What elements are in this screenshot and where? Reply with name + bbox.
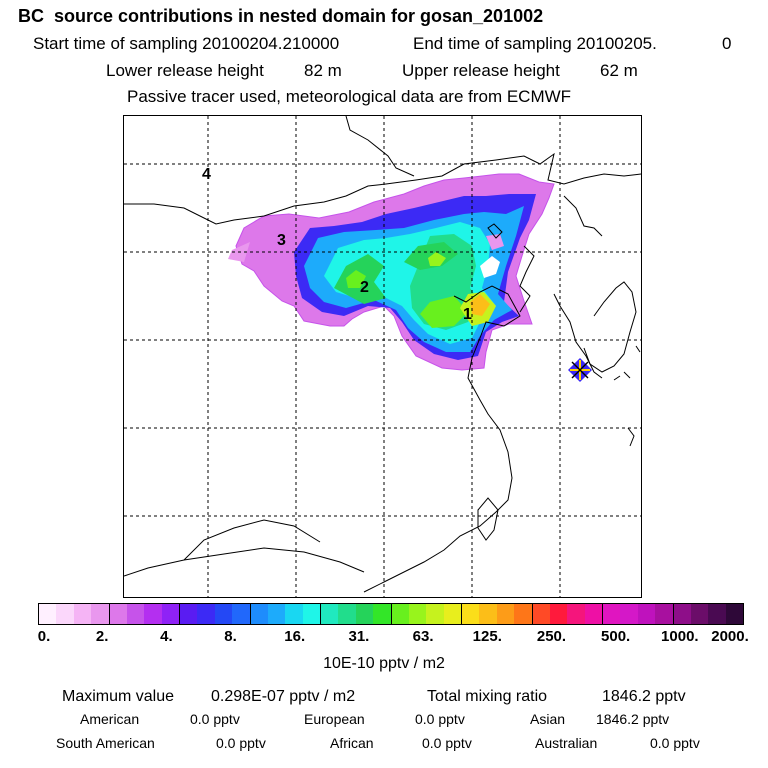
region-value: 0.0 pptv [650,735,700,751]
region-name: Asian [530,711,566,727]
upper-release-value: 62 m [600,61,638,80]
region-value: 0.0 pptv [190,711,240,727]
color-scale-tick-label: 2. [95,628,109,645]
color-scale-segment [637,604,656,624]
cluster-label-4: 4 [202,166,211,183]
color-scale-segment [91,604,109,624]
map-canvas: 1 2 3 4 [124,116,641,597]
color-scale-segment [708,604,726,624]
color-scale-tick-label: 63. [412,628,434,645]
color-scale-segment [602,604,621,624]
color-scale-segment [567,604,585,624]
color-scale-segment [390,604,409,624]
color-scale-tick-label: 500. [601,628,631,645]
color-scale-tick-label: 0. [37,628,51,645]
end-time-label: End time of sampling 20100205. [413,34,657,53]
color-scale-bar [38,603,744,625]
color-scale-segment [302,604,320,624]
receptor-marker [568,358,592,382]
region-name: European [304,711,365,727]
color-scale-tick-label: 2000. [711,628,749,645]
color-scale-segment [426,604,444,624]
color-scale-segment [144,604,162,624]
color-scale-segment [655,604,673,624]
total-mixing-value: 1846.2 pptv [602,688,686,705]
color-scale-segment [514,604,532,624]
color-scale-segment [73,604,92,624]
lower-release-value: 82 m [304,61,342,80]
color-scale-segment [161,604,179,624]
color-scale-segment [249,604,268,624]
color-scale-segment [725,604,743,624]
region-name: American [80,711,140,727]
map-title: BC source contributions in nested domain… [18,6,544,26]
color-scale-segment [267,604,286,624]
cluster-label-1: 1 [463,306,472,323]
color-scale-segment [232,604,250,624]
region-value: 0.0 pptv [422,735,472,751]
region-name: South American [56,735,155,751]
color-scale-segment [549,604,568,624]
coastlines [124,116,641,593]
lat-lon-grid [124,116,641,597]
color-scale-segment [672,604,691,624]
color-scale-tick-label: 1000. [661,628,699,645]
color-scale-segment [690,604,709,624]
color-scale-segment [496,604,515,624]
color-scale-tick-label: 250. [536,628,567,645]
upper-release-label: Upper release height [402,61,560,80]
cluster-label-2: 2 [360,279,369,296]
tracer-note: Passive tracer used, meteorological data… [127,87,572,106]
color-scale-segment [584,604,602,624]
color-scale-segment [355,604,374,624]
max-value-label: Maximum value [62,688,175,705]
color-scale-segment [179,604,198,624]
total-mixing-label: Total mixing ratio [427,688,548,705]
color-scale-segment [620,604,638,624]
max-value: 0.298E-07 pptv / m2 [211,688,356,705]
color-scale-segment [197,604,215,624]
color-scale-segment [56,604,74,624]
color-scale-segment [461,604,480,624]
color-scale-segment [531,604,550,624]
color-scale-segment [285,604,303,624]
region-value: 0.0 pptv [415,711,465,727]
end-time-value: 0 [722,34,732,53]
color-scale-segment [108,604,127,624]
region-value: 1846.2 pptv [596,711,670,727]
concentration-field [228,173,555,371]
color-scale-segment [320,604,339,624]
region-name: Australian [535,735,598,751]
color-scale-tick-label: 4. [160,628,173,645]
color-scale-segment [39,604,57,624]
color-scale-segment [126,604,145,624]
region-name: African [330,735,374,751]
lower-release-label: Lower release height [106,61,264,80]
cluster-label-3: 3 [277,232,286,249]
color-scale-tick-label: 31. [348,628,370,645]
color-scale-segment [479,604,497,624]
region-value: 0.0 pptv [216,735,266,751]
color-scale-segment [443,604,461,624]
color-scale-tick-label: 8. [224,628,237,645]
color-scale-units: 10E-10 pptv / m2 [323,655,445,672]
color-scale-segment [408,604,427,624]
color-scale-tick-label: 16. [284,628,306,645]
color-scale-segment [373,604,391,624]
color-scale-segment [338,604,356,624]
color-scale-segment [214,604,233,624]
start-time-label: Start time of sampling 20100204.210000 [33,34,340,53]
color-scale-tick-label: 125. [472,628,502,645]
map-panel: 1 2 3 4 [123,115,642,598]
